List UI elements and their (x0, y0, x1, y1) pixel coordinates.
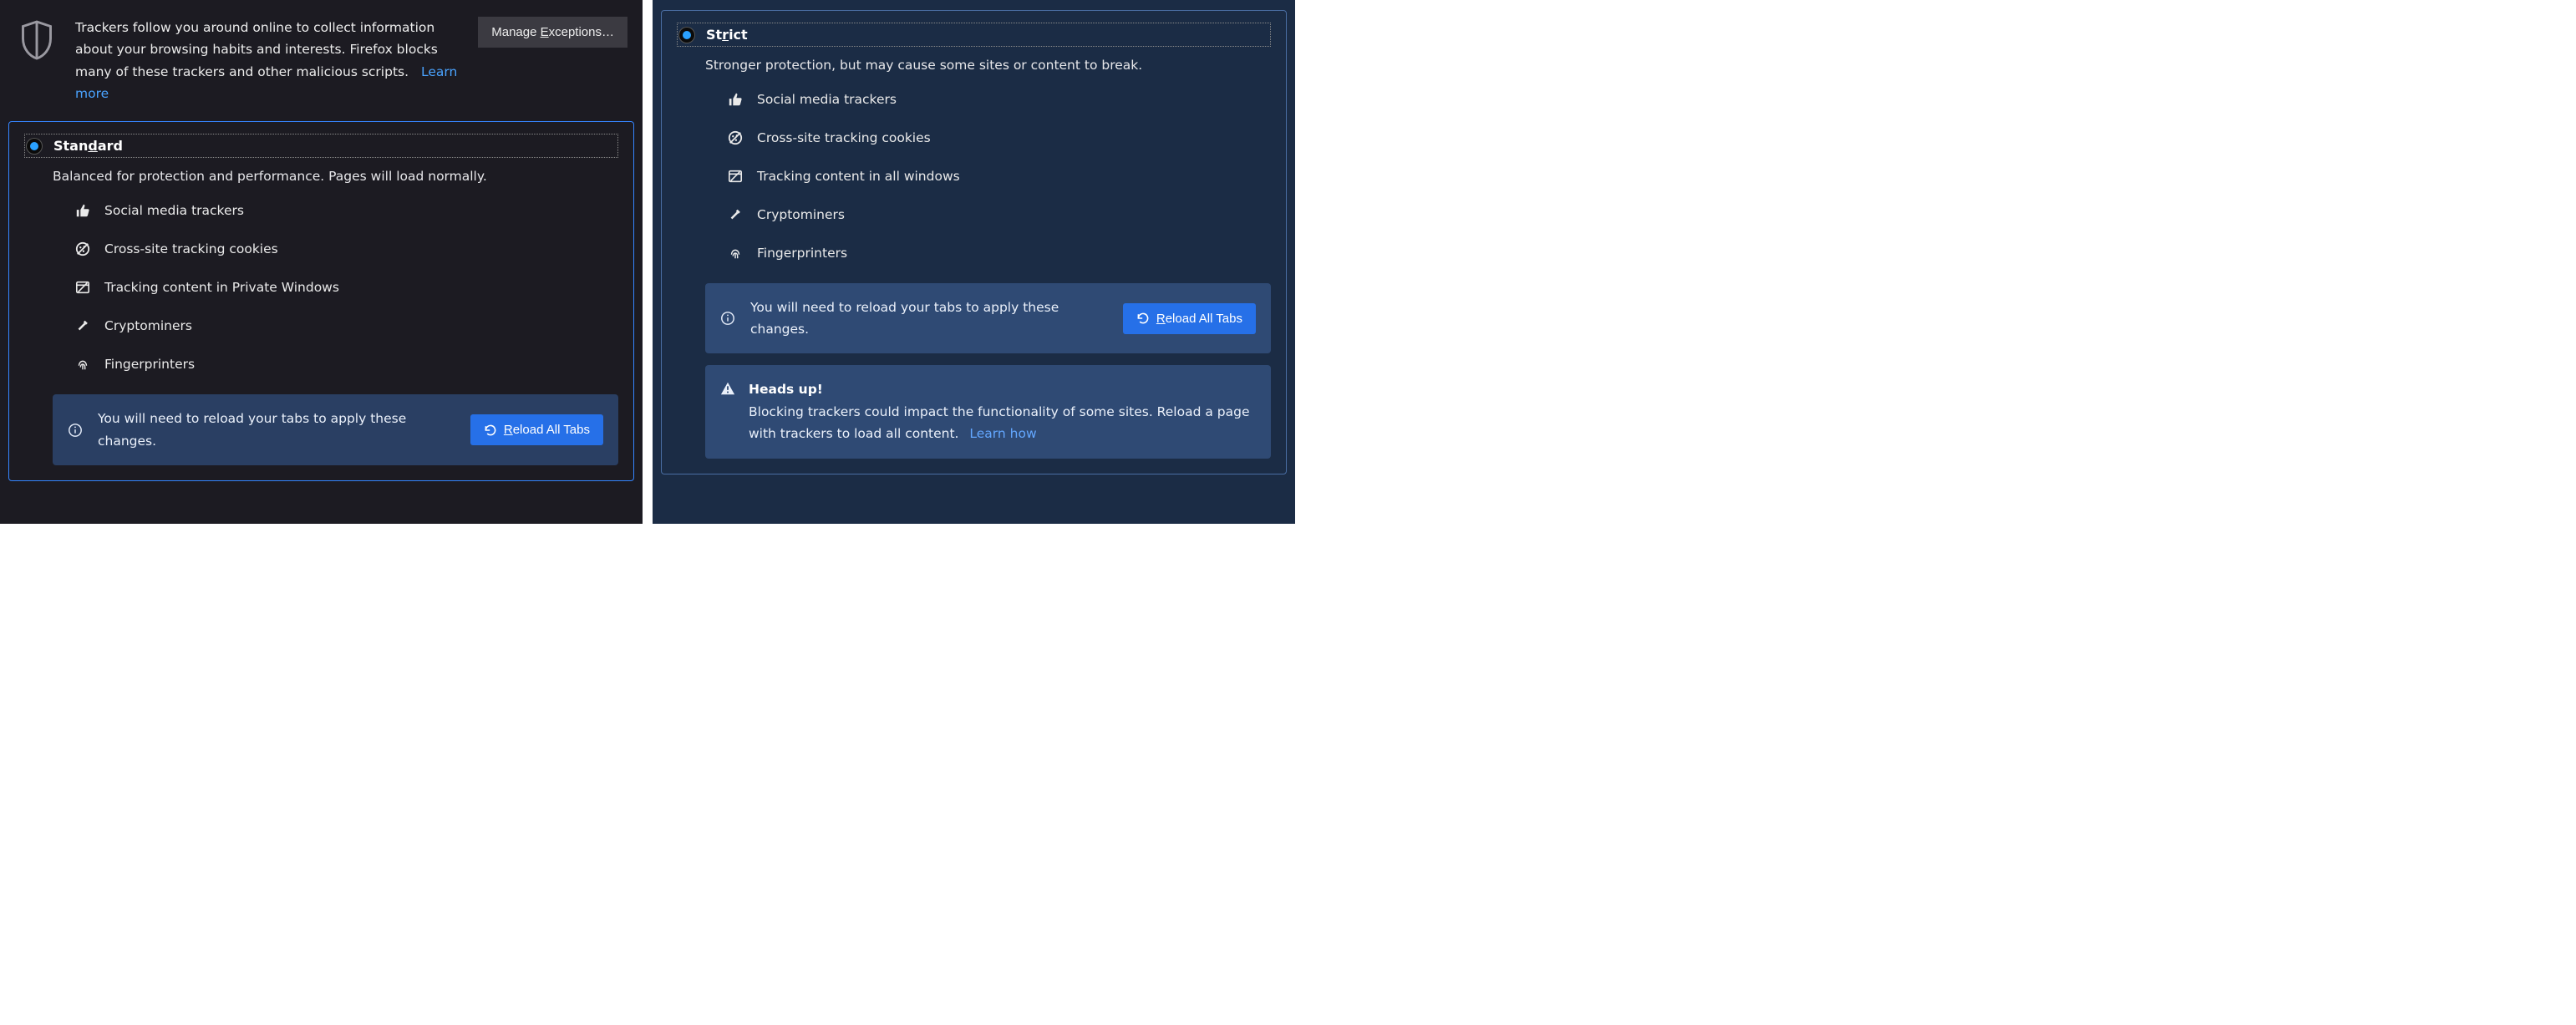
list-item: Cross-site tracking cookies (727, 129, 1271, 146)
shield-icon (17, 17, 57, 63)
intro-block: Trackers follow you around online to col… (8, 8, 634, 116)
reload-all-tabs-button[interactable]: Reload All Tabs (470, 414, 603, 445)
window-blocked-icon (727, 168, 744, 185)
reload-icon (1136, 312, 1150, 325)
feature-label: Cryptominers (757, 207, 845, 222)
list-item: Social media trackers (727, 91, 1271, 108)
thumbs-up-icon (74, 202, 91, 219)
thumbs-up-icon (727, 91, 744, 108)
notice-text: You will need to reload your tabs to app… (750, 297, 1108, 341)
list-item: Fingerprinters (727, 245, 1271, 261)
reload-notice-strict: You will need to reload your tabs to app… (705, 283, 1271, 354)
info-icon (720, 311, 735, 326)
cookie-blocked-icon (727, 129, 744, 146)
strict-warning: Heads up! Blocking trackers could impact… (705, 365, 1271, 458)
list-item: Cryptominers (727, 206, 1271, 223)
panel-strict-column: Strict Stronger protection, but may caus… (653, 0, 1295, 524)
manage-exceptions-button[interactable]: Manage Exceptions… (478, 17, 627, 48)
reload-notice-standard: You will need to reload your tabs to app… (53, 394, 618, 465)
standard-description: Balanced for protection and performance.… (53, 166, 618, 187)
notice-text: You will need to reload your tabs to app… (98, 408, 455, 452)
feature-label: Cryptominers (104, 318, 192, 333)
strict-title: Strict (706, 27, 748, 43)
feature-label: Tracking content in all windows (757, 169, 960, 184)
panel-standard-column: Trackers follow you around online to col… (0, 0, 643, 524)
standard-title: Standard (53, 138, 123, 154)
list-item: Cryptominers (74, 317, 618, 334)
cryptominer-icon (727, 206, 744, 223)
radio-selected-icon (679, 28, 694, 43)
fingerprint-icon (74, 356, 91, 373)
protection-card-standard: Standard Balanced for protection and per… (8, 121, 634, 480)
list-item: Cross-site tracking cookies (74, 241, 618, 257)
radio-selected-icon (27, 139, 42, 154)
feature-label: Fingerprinters (757, 246, 847, 261)
learn-how-link[interactable]: Learn how (969, 426, 1036, 441)
info-icon (68, 423, 83, 438)
warning-icon (720, 381, 735, 396)
feature-label: Social media trackers (104, 203, 244, 218)
feature-label: Cross-site tracking cookies (104, 241, 278, 256)
list-item: Tracking content in all windows (727, 168, 1271, 185)
fingerprint-icon (727, 245, 744, 261)
warning-title: Heads up! (749, 382, 823, 397)
reload-icon (484, 424, 497, 437)
cryptominer-icon (74, 317, 91, 334)
intro-description: Trackers follow you around online to col… (75, 20, 438, 79)
feature-label: Social media trackers (757, 92, 897, 107)
standard-radio-header[interactable]: Standard (24, 134, 618, 158)
cookie-blocked-icon (74, 241, 91, 257)
list-item: Fingerprinters (74, 356, 618, 373)
list-item: Social media trackers (74, 202, 618, 219)
strict-radio-header[interactable]: Strict (677, 23, 1271, 47)
feature-label: Tracking content in Private Windows (104, 280, 339, 295)
reload-all-tabs-button[interactable]: Reload All Tabs (1123, 303, 1256, 334)
feature-label: Fingerprinters (104, 357, 195, 372)
intro-text: Trackers follow you around online to col… (75, 17, 460, 104)
standard-feature-list: Social media trackers Cross-site trackin… (74, 202, 618, 373)
strict-feature-list: Social media trackers Cross-site trackin… (727, 91, 1271, 261)
protection-card-strict: Strict Stronger protection, but may caus… (661, 10, 1287, 474)
strict-description: Stronger protection, but may cause some … (705, 55, 1271, 76)
window-blocked-icon (74, 279, 91, 296)
feature-label: Cross-site tracking cookies (757, 130, 931, 145)
warning-body: Heads up! Blocking trackers could impact… (749, 378, 1256, 444)
list-item: Tracking content in Private Windows (74, 279, 618, 296)
